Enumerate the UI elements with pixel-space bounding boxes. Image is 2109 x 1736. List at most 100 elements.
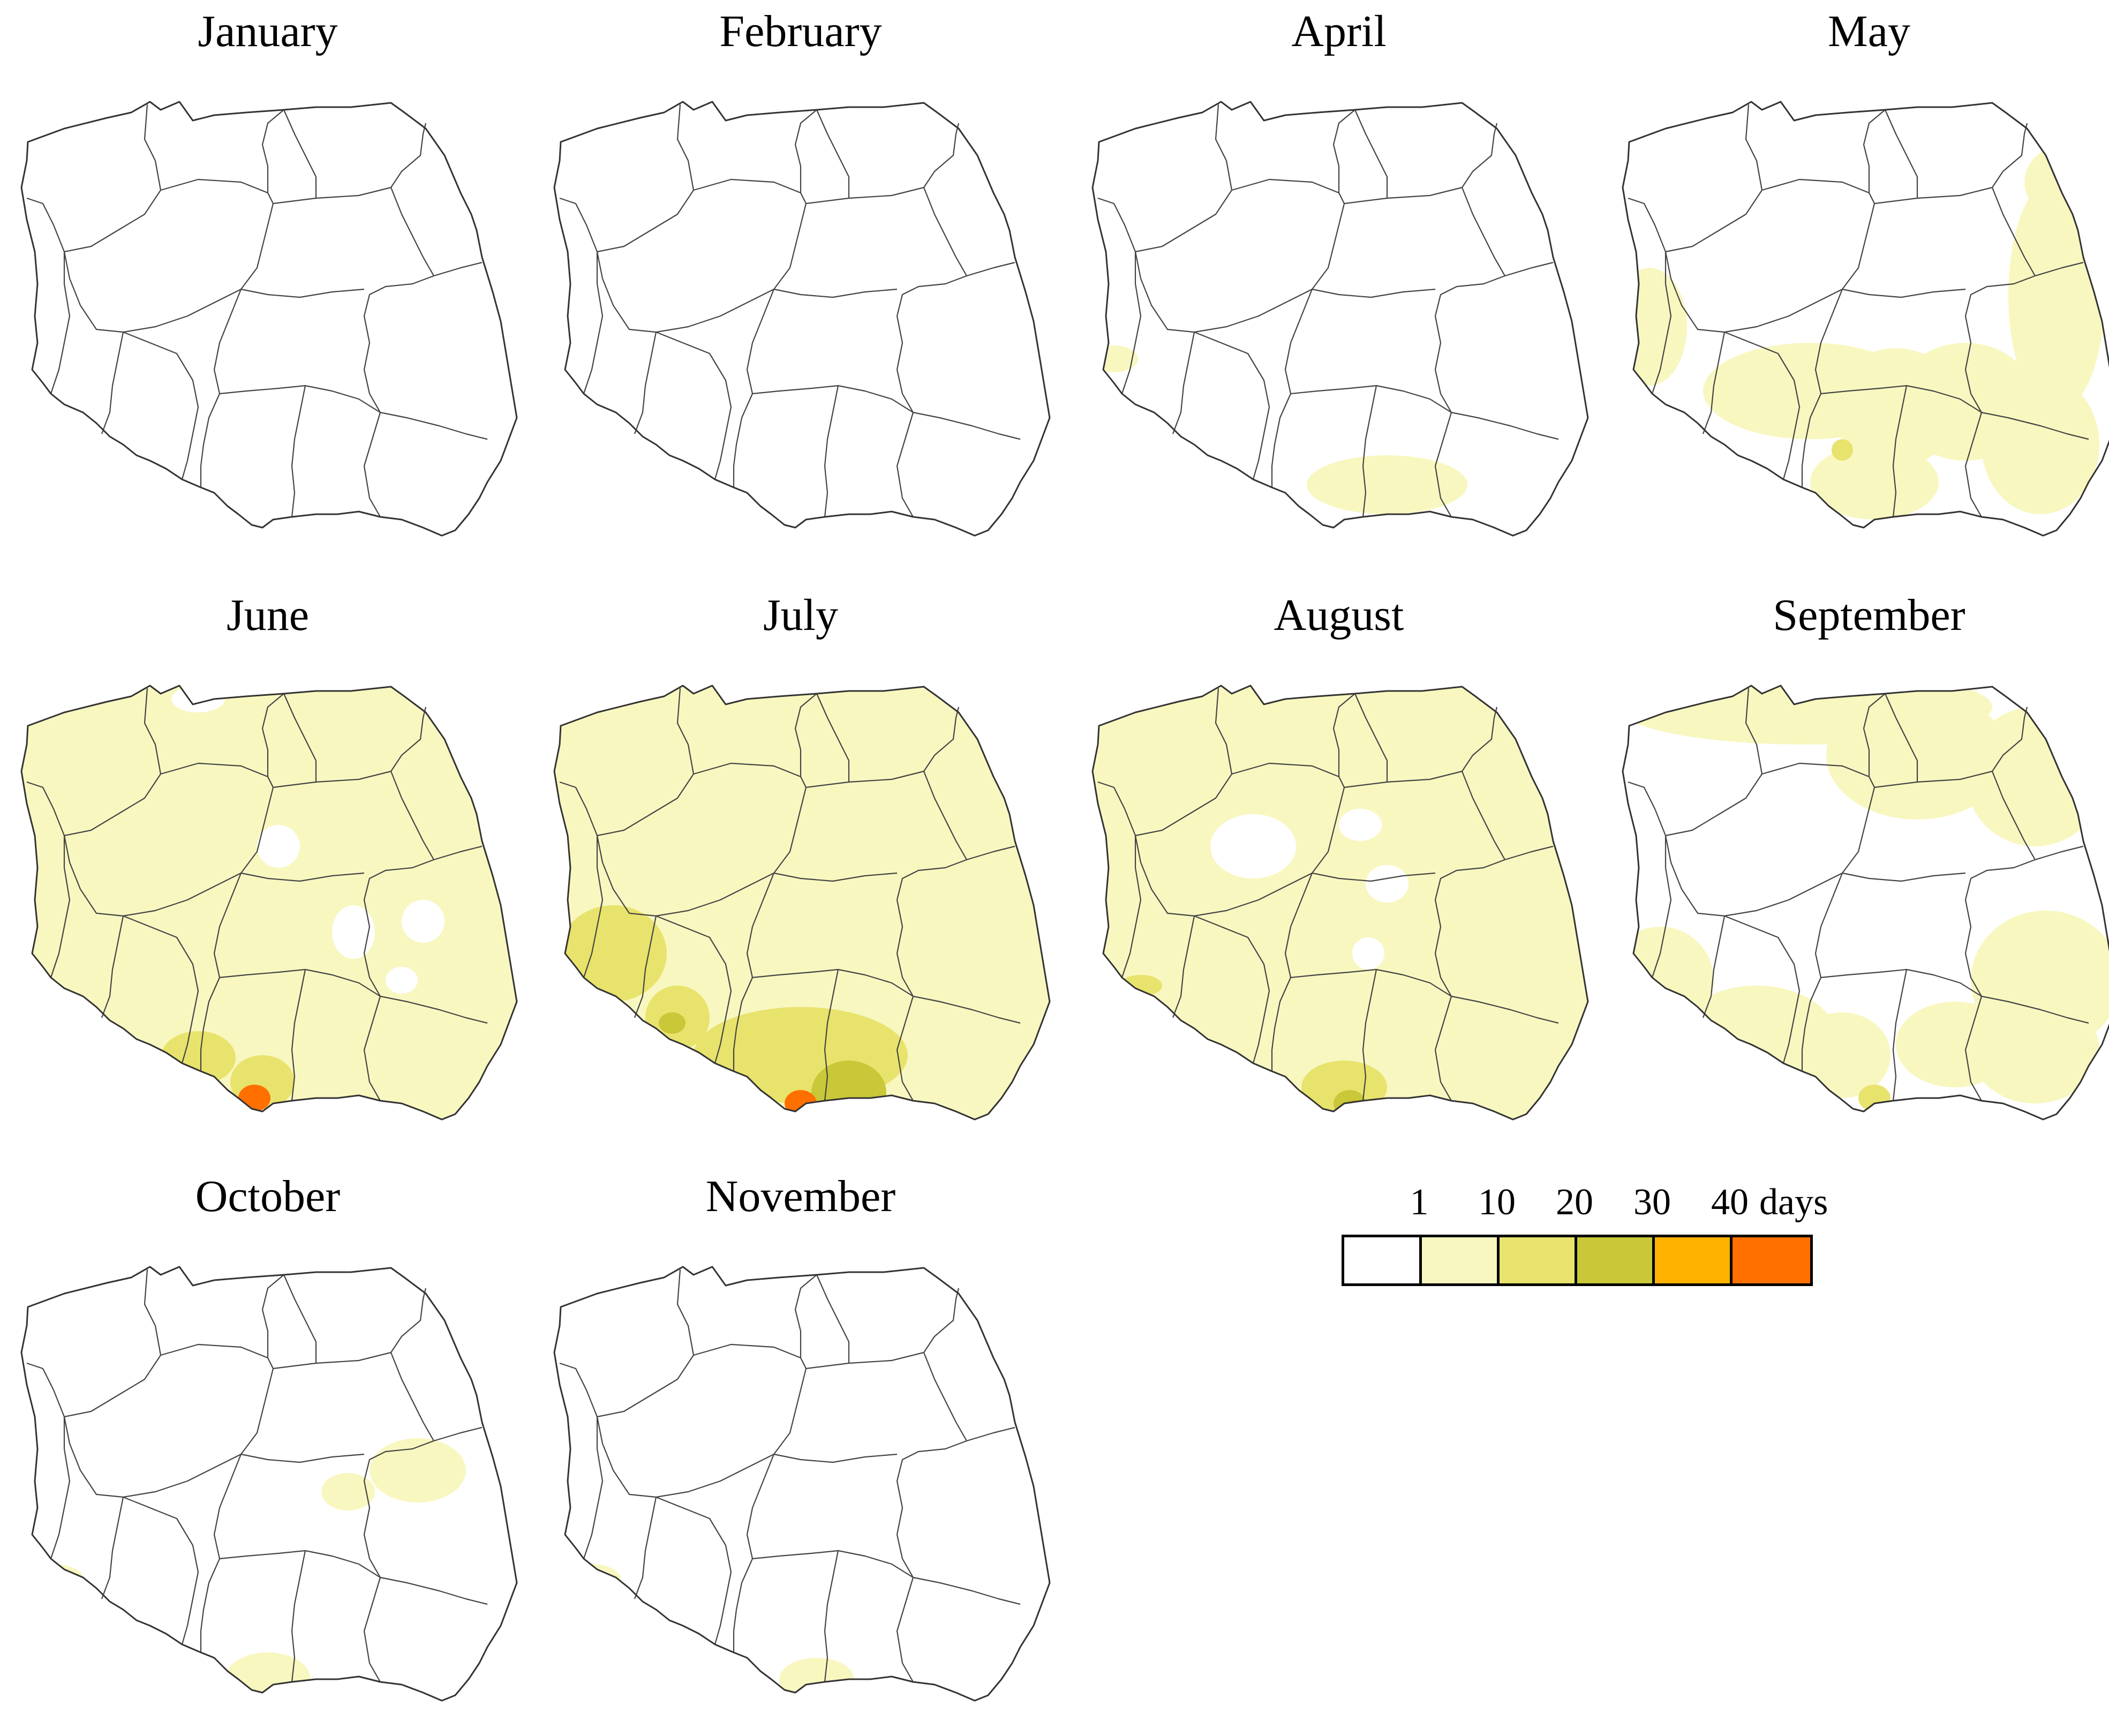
- legend-tick-label: 10: [1478, 1182, 1516, 1223]
- region-border: [1461, 187, 1505, 276]
- country-outline: [553, 1266, 1051, 1702]
- region-border: [1332, 109, 1355, 193]
- fill-region: [1210, 814, 1296, 878]
- fill-region: [659, 1012, 686, 1034]
- panel-title: June: [227, 590, 309, 640]
- region-border: [213, 289, 242, 394]
- region-border: [1651, 836, 1672, 978]
- region-border: [1097, 197, 1136, 252]
- country-outline: [20, 1266, 518, 1702]
- region-border: [596, 835, 657, 917]
- voivodeship-borders: [1097, 104, 1559, 517]
- region-border: [213, 1454, 242, 1559]
- legend-swatch: [1655, 1237, 1733, 1283]
- fill-region: [811, 1061, 886, 1119]
- region-border: [816, 109, 850, 198]
- region-border: [1724, 915, 1801, 1064]
- region-border: [1724, 331, 1801, 480]
- region-border: [1863, 693, 1886, 777]
- region-border: [733, 1558, 754, 1652]
- region-border: [261, 109, 284, 193]
- region-border: [363, 275, 434, 413]
- poland-map: [553, 1266, 1051, 1702]
- fill-region: [1826, 691, 2008, 820]
- fill-region: [1965, 707, 2105, 846]
- region-border: [273, 1288, 427, 1370]
- region-border: [746, 873, 775, 978]
- legend-swatch: [1733, 1237, 1810, 1283]
- region-border: [1312, 872, 1436, 882]
- region-border: [390, 1352, 434, 1441]
- region-border: [1665, 773, 1762, 837]
- region-border: [1312, 203, 1345, 290]
- poland-map: [20, 1266, 518, 1702]
- region-border: [433, 261, 483, 277]
- region-border: [261, 693, 284, 777]
- fill-region: [415, 686, 453, 710]
- region-border: [1290, 385, 1452, 413]
- region-border: [656, 873, 774, 917]
- region-border: [1964, 859, 2036, 997]
- legend-tick-label: 30: [1633, 1182, 1671, 1223]
- fill-region: [1623, 927, 1714, 1034]
- region-border: [1121, 252, 1142, 394]
- region-border: [773, 1453, 898, 1463]
- region-border: [1991, 771, 2036, 860]
- region-border: [1354, 693, 1388, 782]
- voivodeship-borders: [1628, 688, 2089, 1101]
- region-border: [63, 251, 124, 333]
- region-border: [363, 1440, 434, 1578]
- region-border: [1121, 836, 1142, 978]
- region-border: [219, 385, 381, 413]
- region-border: [1194, 915, 1270, 1064]
- region-border: [597, 190, 694, 253]
- region-border: [1842, 872, 1966, 882]
- fill-region: [1858, 1085, 1890, 1111]
- region-border: [583, 252, 604, 394]
- region-border: [26, 197, 65, 252]
- region-border: [1665, 190, 1762, 253]
- region-border: [1964, 412, 1983, 517]
- legend-unit-label: days: [1759, 1182, 1828, 1223]
- region-border: [1194, 873, 1313, 917]
- region-border: [363, 1577, 381, 1682]
- fill-region: [1352, 937, 1384, 970]
- region-border: [144, 688, 162, 775]
- map-panel-july: July: [544, 584, 1058, 1141]
- region-border: [50, 1417, 71, 1559]
- legend-swatch: [1344, 1237, 1422, 1283]
- voivodeship-borders: [26, 104, 488, 517]
- region-border: [1964, 275, 2036, 413]
- legend-tick-label: 40: [1711, 1182, 1749, 1223]
- region-border: [966, 845, 1015, 861]
- region-border: [773, 203, 807, 290]
- map-panel-january: January: [11, 0, 525, 557]
- country-outline: [553, 685, 1051, 1121]
- region-border: [64, 1355, 161, 1418]
- region-border: [773, 787, 807, 874]
- region-border: [240, 787, 274, 874]
- region-border: [123, 873, 242, 917]
- data-fill-layer: [1623, 145, 2109, 520]
- region-border: [773, 288, 898, 298]
- region-border: [283, 693, 317, 782]
- region-border: [923, 1352, 967, 1441]
- fill-region: [370, 1438, 466, 1502]
- country-outline: [1622, 101, 2109, 537]
- legend-swatch: [1422, 1237, 1500, 1283]
- poland-map: [553, 101, 1051, 537]
- data-fill-layer: [554, 686, 1050, 1119]
- fill-region: [321, 1473, 375, 1510]
- region-border: [213, 873, 242, 978]
- region-border: [1097, 781, 1136, 836]
- fill-region: [257, 825, 300, 868]
- region-border: [390, 771, 434, 860]
- fill-region: [1307, 455, 1467, 514]
- map-panel-october: October: [11, 1165, 525, 1722]
- panel-title: January: [198, 6, 338, 56]
- region-border: [261, 1274, 284, 1358]
- country-outline: [1091, 101, 1589, 537]
- region-border: [896, 996, 914, 1101]
- region-border: [160, 1343, 274, 1369]
- region-border: [1702, 915, 1726, 1018]
